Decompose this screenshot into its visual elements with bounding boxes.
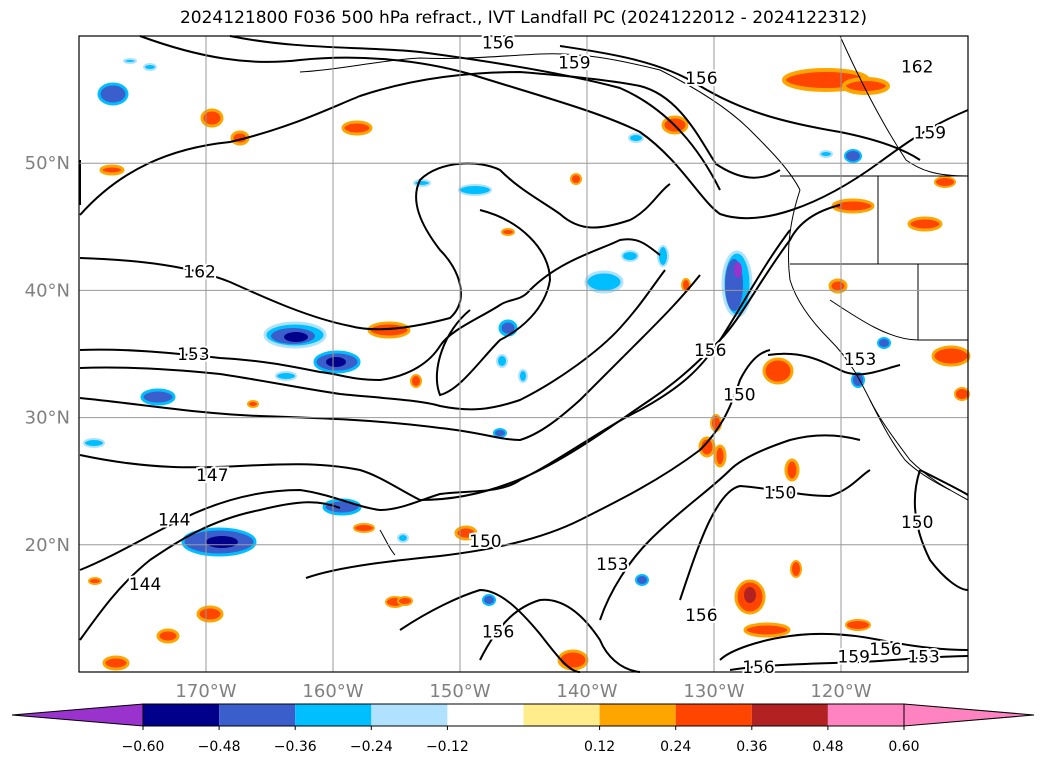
colorbar-tick-label: −0.36 bbox=[274, 739, 317, 755]
colorbar: −0.60 −0.48 −0.36 −0.24 −0.12 0.12 0.24 0.36 0.4… bbox=[11, 703, 1035, 755]
lon-tick-label: 160°W bbox=[302, 681, 363, 702]
contour-label: 156 bbox=[742, 658, 774, 678]
colorbar-tick-label: −0.60 bbox=[122, 739, 165, 755]
contour-label: 156 bbox=[869, 640, 901, 660]
lon-tick-label: 150°W bbox=[429, 681, 490, 702]
contour-label: 156 bbox=[694, 341, 726, 361]
colorbar-tick-label: −0.12 bbox=[426, 739, 469, 755]
colorbar-segment bbox=[827, 704, 904, 726]
lat-tick-label: 30°N bbox=[25, 408, 70, 429]
colorbar-segment bbox=[523, 704, 600, 726]
colorbar-segment bbox=[675, 704, 752, 726]
colorbar-segment bbox=[599, 704, 676, 726]
contour-labels: 1561591561621591621531471441441501531561… bbox=[127, 31, 948, 680]
contour-label: 159 bbox=[837, 648, 869, 668]
colorbar-extend-high bbox=[903, 703, 1035, 727]
lon-tick-label: 170°W bbox=[175, 681, 236, 702]
colorbar-segment bbox=[219, 704, 296, 726]
contour-label: 162 bbox=[183, 262, 215, 282]
contour-label: 153 bbox=[177, 345, 209, 365]
colorbar-segment bbox=[751, 704, 828, 726]
colorbar-tick-label: −0.24 bbox=[350, 739, 393, 755]
colorbar-segment bbox=[295, 704, 372, 726]
contour-label: 147 bbox=[196, 466, 228, 486]
map-title: 2024121800 F036 500 hPa refract., IVT La… bbox=[179, 8, 867, 28]
colorbar-segment bbox=[371, 704, 448, 726]
lon-tick-label: 140°W bbox=[556, 681, 617, 702]
colorbar-tick-label: 0.48 bbox=[812, 739, 843, 755]
axis-tick-labels: 170°W 160°W 150°W 140°W 130°W 120°W 20°N 30°N 40… bbox=[25, 153, 872, 702]
colorbar-tick-label: 0.36 bbox=[736, 739, 767, 755]
lon-tick-label: 120°W bbox=[810, 681, 871, 702]
colorbar-tick-label: 0.60 bbox=[888, 739, 919, 755]
contour-label: 150 bbox=[901, 513, 933, 533]
map-frame bbox=[78, 35, 969, 673]
colorbar-tick-label: 0.12 bbox=[584, 739, 615, 755]
colorbar-tick-label: 0.24 bbox=[660, 739, 691, 755]
lon-tick-label: 130°W bbox=[683, 681, 744, 702]
map-gridlines bbox=[79, 36, 968, 672]
contour-label: 150 bbox=[723, 386, 755, 406]
contour-label: 156 bbox=[685, 606, 717, 626]
lat-tick-label: 20°N bbox=[25, 535, 70, 556]
contour-label: 159 bbox=[558, 54, 590, 74]
contour-label: 153 bbox=[596, 555, 628, 575]
geopotential-contours bbox=[79, 35, 969, 673]
contour-label: 150 bbox=[469, 532, 501, 552]
colorbar-segment bbox=[143, 704, 220, 726]
contour-label: 156 bbox=[482, 33, 514, 53]
contour-label: 159 bbox=[914, 124, 946, 144]
colorbar-tick-label: −0.48 bbox=[198, 739, 241, 755]
lat-tick-label: 50°N bbox=[25, 153, 70, 174]
contour-label: 153 bbox=[907, 648, 939, 668]
contour-label: 150 bbox=[764, 484, 796, 504]
contour-label: 144 bbox=[129, 575, 161, 595]
lat-tick-label: 40°N bbox=[25, 280, 70, 301]
contour-label: 144 bbox=[158, 510, 190, 530]
contour-label: 156 bbox=[482, 622, 514, 642]
contour-label: 156 bbox=[685, 69, 717, 89]
coastlines bbox=[299, 35, 969, 556]
refractivity-anomaly-fill bbox=[83, 58, 971, 671]
colorbar-frame bbox=[142, 703, 905, 727]
colorbar-extend-low bbox=[11, 703, 144, 727]
contour-label: 162 bbox=[901, 58, 933, 78]
colorbar-segment bbox=[447, 704, 524, 726]
contour-label: 153 bbox=[844, 350, 876, 370]
